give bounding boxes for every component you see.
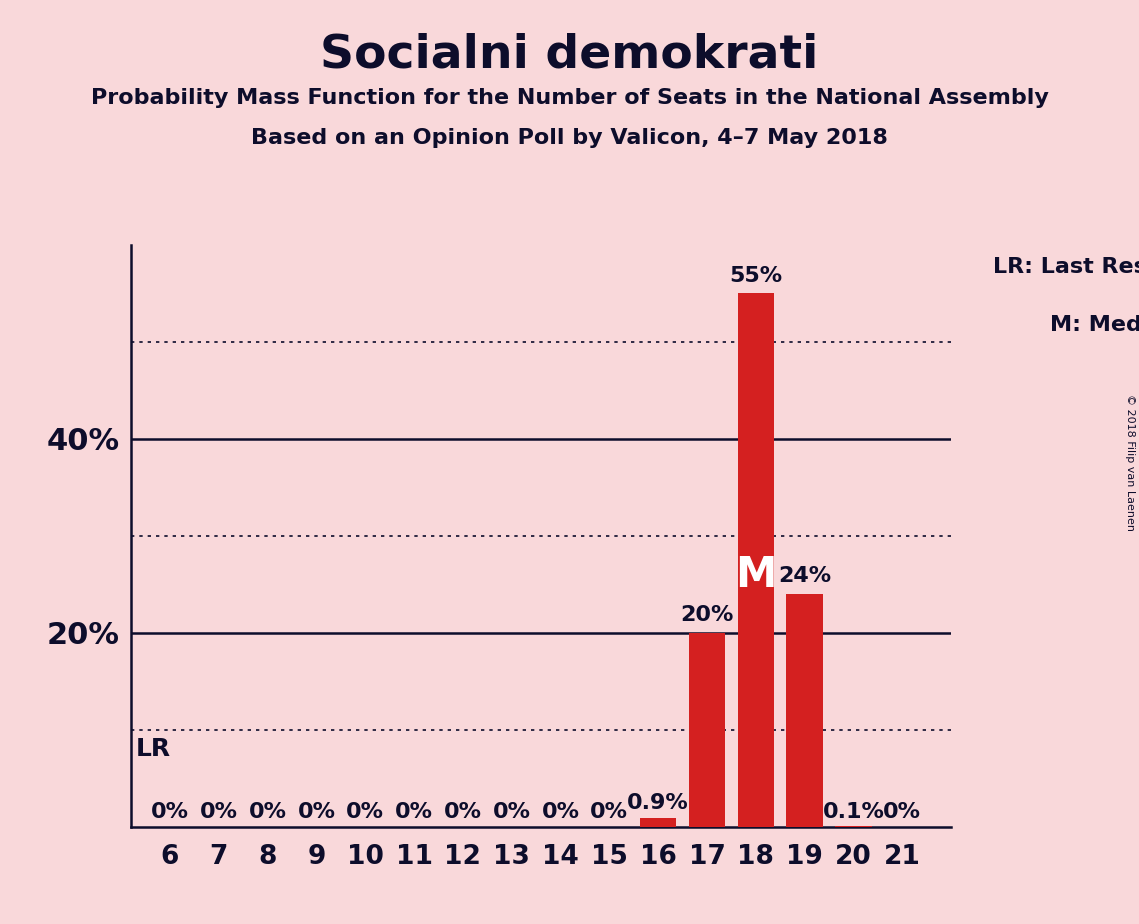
Bar [738,294,775,827]
Text: LR: Last Result: LR: Last Result [993,257,1139,276]
Text: Probability Mass Function for the Number of Seats in the National Assembly: Probability Mass Function for the Number… [91,88,1048,108]
Text: LR: LR [136,737,171,761]
Text: M: M [735,553,777,596]
Text: 55%: 55% [729,265,782,286]
Text: Based on an Opinion Poll by Valicon, 4–7 May 2018: Based on an Opinion Poll by Valicon, 4–7… [251,128,888,148]
Text: 0%: 0% [395,802,433,822]
Text: Socialni demokrati: Socialni demokrati [320,32,819,78]
Text: 0%: 0% [541,802,580,822]
Text: 0%: 0% [297,802,336,822]
Text: 0%: 0% [590,802,629,822]
Text: 20%: 20% [680,605,734,626]
Text: 0.9%: 0.9% [628,794,689,813]
Bar [640,819,677,827]
Text: M: Median: M: Median [1050,315,1139,334]
Text: 0.1%: 0.1% [822,802,884,822]
Text: © 2018 Filip van Laenen: © 2018 Filip van Laenen [1125,394,1134,530]
Bar [786,594,822,827]
Text: 0%: 0% [493,802,531,822]
Text: 0%: 0% [444,802,482,822]
Bar [835,826,871,827]
Text: 0%: 0% [346,802,384,822]
Text: 0%: 0% [883,802,921,822]
Text: 24%: 24% [778,566,831,587]
Text: 0%: 0% [151,802,189,822]
Text: 0%: 0% [248,802,287,822]
Bar [689,633,726,827]
Text: 0%: 0% [199,802,238,822]
